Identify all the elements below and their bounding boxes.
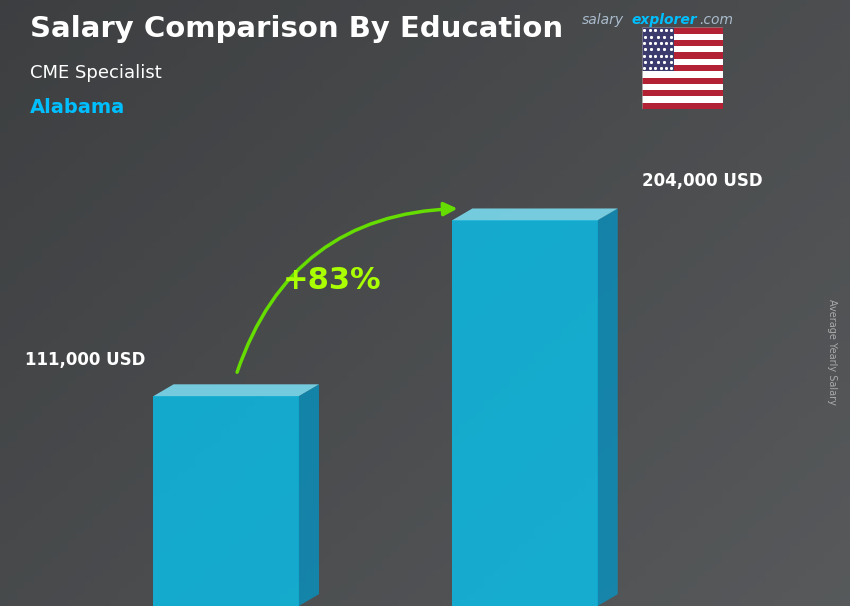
Bar — [642, 72, 722, 78]
Bar — [642, 33, 722, 40]
Bar — [642, 96, 722, 103]
Polygon shape — [452, 221, 598, 606]
Polygon shape — [598, 208, 618, 606]
Text: +83%: +83% — [283, 266, 382, 295]
Text: salary: salary — [582, 13, 625, 27]
Polygon shape — [153, 384, 319, 396]
Text: 111,000 USD: 111,000 USD — [25, 351, 145, 369]
Polygon shape — [153, 396, 298, 606]
Text: Alabama: Alabama — [30, 98, 125, 117]
Text: CME Specialist: CME Specialist — [30, 64, 162, 82]
Text: Average Yearly Salary: Average Yearly Salary — [827, 299, 837, 404]
Bar — [642, 78, 722, 84]
Text: 204,000 USD: 204,000 USD — [642, 171, 762, 190]
Text: Salary Comparison By Education: Salary Comparison By Education — [30, 15, 563, 43]
Bar — [642, 27, 674, 72]
Bar — [642, 65, 722, 72]
Bar — [642, 46, 722, 53]
Polygon shape — [298, 384, 319, 606]
Bar — [642, 90, 722, 96]
Bar — [642, 103, 722, 109]
Bar — [642, 40, 722, 46]
Text: .com: .com — [700, 13, 734, 27]
Polygon shape — [452, 208, 618, 221]
Bar — [642, 27, 722, 33]
Bar — [642, 53, 722, 59]
Bar — [642, 84, 722, 90]
Text: explorer: explorer — [632, 13, 697, 27]
Bar — [642, 59, 722, 65]
